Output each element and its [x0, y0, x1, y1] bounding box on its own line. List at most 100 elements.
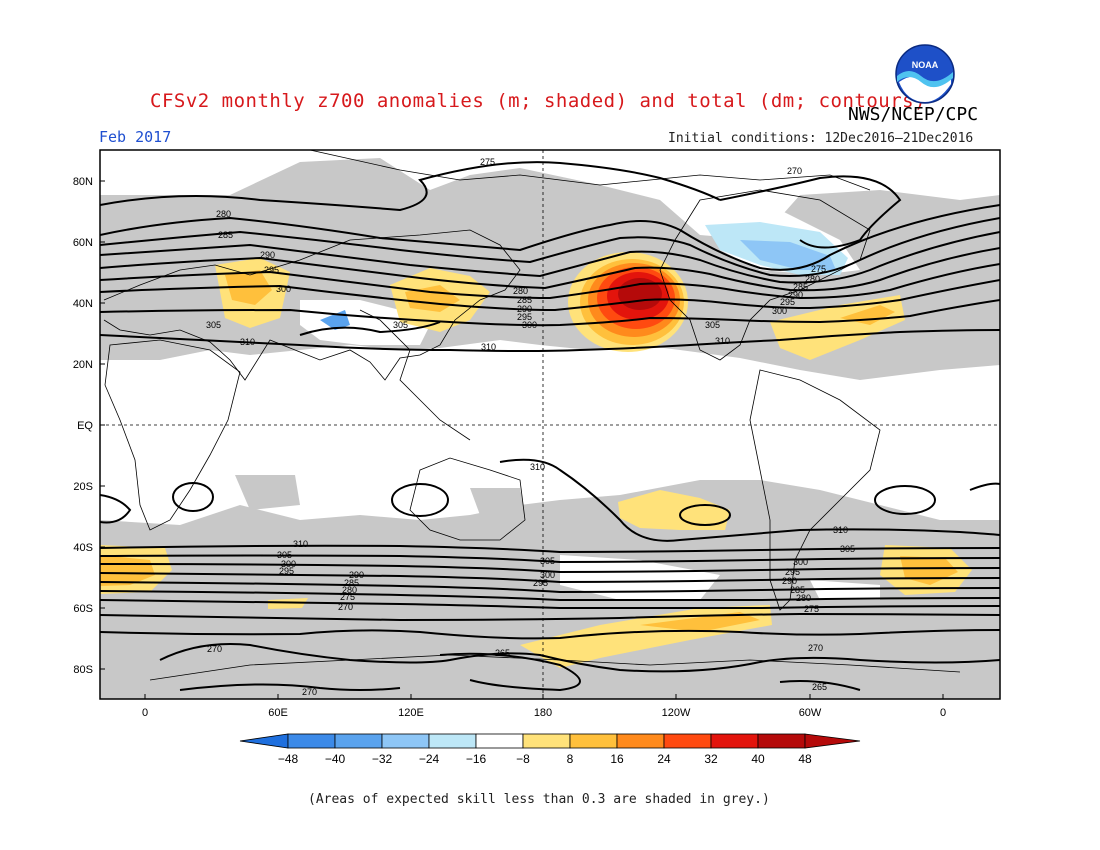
- contour-label: 270: [808, 643, 823, 653]
- lon-label: 60W: [799, 707, 822, 719]
- lon-label: 60E: [268, 707, 288, 719]
- lat-label: 80N: [73, 176, 93, 188]
- contour-label: 305: [540, 556, 555, 566]
- contour-label: 275: [340, 592, 355, 602]
- lat-label: 40N: [73, 298, 93, 310]
- lon-label: 0: [940, 707, 946, 719]
- colorbar-label: 16: [610, 752, 624, 766]
- skill-footnote: (Areas of expected skill less than 0.3 a…: [308, 792, 770, 807]
- colorbar-arrow-left: [239, 733, 289, 749]
- colorbar-label: −24: [419, 752, 440, 766]
- coastlines: [103, 150, 961, 681]
- colorbar-label: −8: [516, 752, 530, 766]
- colorbar-label: 32: [704, 752, 718, 766]
- contour-label: 300: [540, 570, 555, 580]
- lon-label: 180: [534, 707, 552, 719]
- lat-label: 20S: [73, 481, 93, 493]
- lat-label: 80S: [73, 664, 93, 676]
- colorbar-swatch: [381, 733, 430, 749]
- contour-label: 275: [811, 264, 826, 274]
- contour-label: 300: [281, 559, 296, 569]
- contour-label: 285: [218, 230, 233, 240]
- contour-label: 295: [785, 567, 800, 577]
- colorbar-swatch: [334, 733, 383, 749]
- contour-label: 270: [787, 166, 802, 176]
- lon-label: 120W: [662, 707, 691, 719]
- lat-label: 60S: [73, 603, 93, 615]
- contour-label: 290: [517, 304, 532, 314]
- colorbar-label: −48: [278, 752, 299, 766]
- lat-label: 60N: [73, 237, 93, 249]
- colorbar-label: 48: [798, 752, 812, 766]
- contour-labels: 275 270 280 285 290 295 300 305 310 280 …: [206, 157, 855, 697]
- colorbar-swatch: [475, 733, 524, 749]
- contour-label: 300: [276, 284, 291, 294]
- contour-label: 290: [782, 576, 797, 586]
- contour-label: 280: [513, 286, 528, 296]
- colorbar: [239, 733, 861, 749]
- latitude-labels: 80N 60N 40N 20N EQ 20S 40S 60S 80S: [73, 176, 94, 676]
- contour-label: 275: [480, 157, 495, 167]
- contour-label: 285: [790, 585, 805, 595]
- contour-label: 285: [793, 282, 808, 292]
- agency-label: NWS/NCEP/CPC: [848, 104, 979, 125]
- contour-label: 305: [393, 320, 408, 330]
- height-contours: [100, 161, 1000, 692]
- colorbar-swatch: [569, 733, 618, 749]
- contour-label: 310: [833, 525, 848, 535]
- contour-label: 300: [772, 306, 787, 316]
- contour-label: 265: [495, 648, 510, 658]
- contour-label: 305: [705, 320, 720, 330]
- colorbar-arrow-right: [804, 733, 861, 749]
- colorbar-swatch: [663, 733, 712, 749]
- contour-label: 280: [342, 585, 357, 595]
- colorbar-label: −40: [325, 752, 346, 766]
- contour-label: 275: [804, 604, 819, 614]
- map-field: 275 270 280 285 290 295 300 305 310 280 …: [100, 150, 1000, 699]
- colorbar-swatch: [428, 733, 477, 749]
- reference-lines: [100, 150, 1000, 699]
- contour-label: 310: [293, 539, 308, 549]
- contour-label: 295: [264, 265, 279, 275]
- lat-label: 20N: [73, 359, 93, 371]
- colorbar-labels: −48 −40 −32 −24 −16 −8 8 16 24 32 40 48: [278, 752, 812, 766]
- contour-label: 295: [533, 578, 548, 588]
- contour-label: 310: [715, 336, 730, 346]
- colorbar-label: −16: [466, 752, 487, 766]
- colorbar-label: −32: [372, 752, 393, 766]
- contour-label: 305: [277, 550, 292, 560]
- lat-label: 40S: [73, 542, 93, 554]
- contour-label: 285: [344, 578, 359, 588]
- noaa-logo: NOAA: [895, 44, 955, 104]
- contour-label: 280: [796, 593, 811, 603]
- contour-label: 280: [805, 274, 820, 284]
- colorbar-swatch: [522, 733, 571, 749]
- contour-label: 285: [517, 295, 532, 305]
- contour-label: 270: [207, 644, 222, 654]
- colorbar-swatch: [710, 733, 759, 749]
- lon-label: 0: [142, 707, 148, 719]
- contour-label: 295: [517, 312, 532, 322]
- contour-label: 300: [522, 320, 537, 330]
- contour-label: 290: [349, 570, 364, 580]
- colorbar-swatch: [287, 733, 336, 749]
- contour-label: 290: [260, 250, 275, 260]
- contour-label: 270: [338, 602, 353, 612]
- contour-label: 300: [793, 557, 808, 567]
- contour-label: 305: [206, 320, 221, 330]
- axis-ticks: [100, 180, 944, 699]
- initial-conditions: Initial conditions: 12Dec2016–21Dec2016: [668, 131, 974, 146]
- contour-label: 310: [481, 342, 496, 352]
- contour-label: 310: [240, 337, 255, 347]
- contour-label: 270: [302, 687, 317, 697]
- logo-text: NOAA: [912, 60, 939, 70]
- contour-label: 280: [216, 209, 231, 219]
- colorbar-label: 24: [657, 752, 671, 766]
- contour-label: 265: [812, 682, 827, 692]
- lon-label: 120E: [398, 707, 424, 719]
- contour-label: 295: [279, 566, 294, 576]
- colorbar-swatch: [616, 733, 665, 749]
- colorbar-swatch: [757, 733, 806, 749]
- colorbar-label: 40: [751, 752, 765, 766]
